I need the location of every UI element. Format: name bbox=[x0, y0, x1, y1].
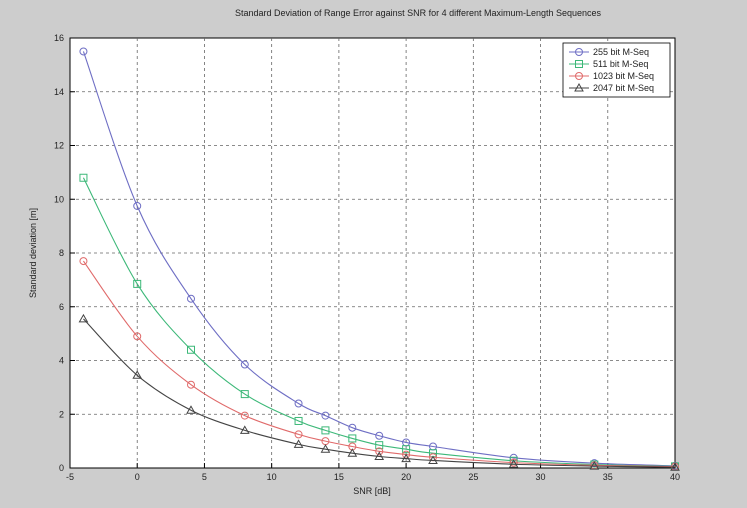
y-tick-label: 2 bbox=[59, 409, 64, 419]
legend-item: 2047 bit M-Seq bbox=[569, 82, 654, 93]
series-line bbox=[82, 260, 676, 468]
y-tick-label: 14 bbox=[54, 87, 64, 97]
legend-item: 1023 bit M-Seq bbox=[569, 71, 654, 81]
data-point bbox=[79, 257, 88, 266]
data-point bbox=[187, 345, 195, 354]
data-point bbox=[133, 201, 142, 210]
data-point bbox=[239, 425, 250, 434]
data-point bbox=[574, 82, 584, 92]
y-axis-label: Standard deviation [m] bbox=[28, 208, 38, 298]
data-point bbox=[575, 48, 583, 56]
series-line bbox=[83, 318, 676, 468]
data-point bbox=[508, 459, 519, 468]
legend-item: 511 bit M-Seq bbox=[569, 59, 648, 69]
data-point bbox=[187, 380, 195, 389]
x-tick-label: -5 bbox=[66, 472, 74, 482]
data-point bbox=[186, 405, 196, 414]
data-point bbox=[375, 441, 384, 450]
data-point bbox=[401, 453, 411, 463]
data-point bbox=[509, 458, 518, 467]
series-line bbox=[82, 51, 676, 467]
y-tick-label: 16 bbox=[54, 33, 64, 43]
x-tick-label: 40 bbox=[670, 472, 680, 482]
series-4 bbox=[78, 313, 680, 471]
data-point bbox=[78, 313, 89, 323]
data-point bbox=[294, 430, 303, 439]
data-point bbox=[321, 426, 330, 435]
data-point bbox=[293, 439, 304, 448]
x-tick-label: 25 bbox=[468, 472, 478, 482]
data-point bbox=[670, 462, 680, 471]
x-tick-label: 10 bbox=[267, 472, 277, 482]
data-point bbox=[428, 455, 438, 464]
data-point bbox=[320, 444, 331, 453]
legend-label: 2047 bit M-Seq bbox=[593, 83, 654, 93]
data-point bbox=[321, 411, 330, 420]
data-point bbox=[240, 390, 249, 399]
data-point bbox=[79, 173, 88, 182]
legend-item: 255 bit M-Seq bbox=[569, 47, 649, 57]
data-point bbox=[402, 445, 411, 454]
y-axis-ticks: 0 2 4 6 8 10 12 14 16 bbox=[54, 33, 75, 473]
y-tick-label: 6 bbox=[59, 302, 64, 312]
x-axis-label: SNR [dB] bbox=[353, 486, 391, 496]
data-point bbox=[375, 447, 384, 456]
data-point bbox=[79, 47, 88, 56]
x-tick-label: 20 bbox=[401, 472, 411, 482]
data-point bbox=[240, 360, 249, 369]
data-point bbox=[187, 294, 195, 303]
y-tick-label: 8 bbox=[59, 248, 64, 258]
data-point bbox=[240, 411, 249, 420]
legend-label: 255 bit M-Seq bbox=[593, 47, 649, 57]
x-tick-label: 30 bbox=[536, 472, 546, 482]
data-point bbox=[132, 370, 143, 379]
y-tick-label: 4 bbox=[59, 356, 64, 366]
data-point bbox=[589, 461, 600, 470]
x-tick-label: 35 bbox=[603, 472, 613, 482]
data-point bbox=[133, 279, 142, 288]
data-point bbox=[348, 423, 357, 432]
series-group bbox=[78, 47, 680, 471]
y-tick-label: 0 bbox=[59, 463, 64, 473]
data-point bbox=[348, 434, 357, 443]
data-point bbox=[133, 332, 142, 341]
legend-label: 1023 bit M-Seq bbox=[593, 71, 654, 81]
data-point bbox=[575, 72, 583, 80]
data-point bbox=[294, 416, 303, 425]
x-axis-ticks: -5 0 5 10 15 20 25 30 35 40 bbox=[66, 463, 680, 482]
data-point bbox=[575, 60, 583, 68]
data-point bbox=[375, 431, 384, 440]
data-point bbox=[294, 399, 303, 408]
data-point bbox=[347, 448, 358, 457]
y-tick-label: 10 bbox=[54, 194, 64, 204]
y-tick-label: 12 bbox=[54, 141, 64, 151]
data-point bbox=[374, 451, 385, 460]
x-tick-label: 5 bbox=[202, 472, 207, 482]
legend-label: 511 bit M-Seq bbox=[593, 59, 648, 69]
chart-title: Standard Deviation of Range Error agains… bbox=[235, 8, 602, 18]
legend: 255 bit M-Seq 511 bit M-Seq 1023 bit M-Seq… bbox=[562, 42, 671, 98]
x-tick-label: 0 bbox=[135, 472, 140, 482]
x-tick-label: 15 bbox=[334, 472, 344, 482]
